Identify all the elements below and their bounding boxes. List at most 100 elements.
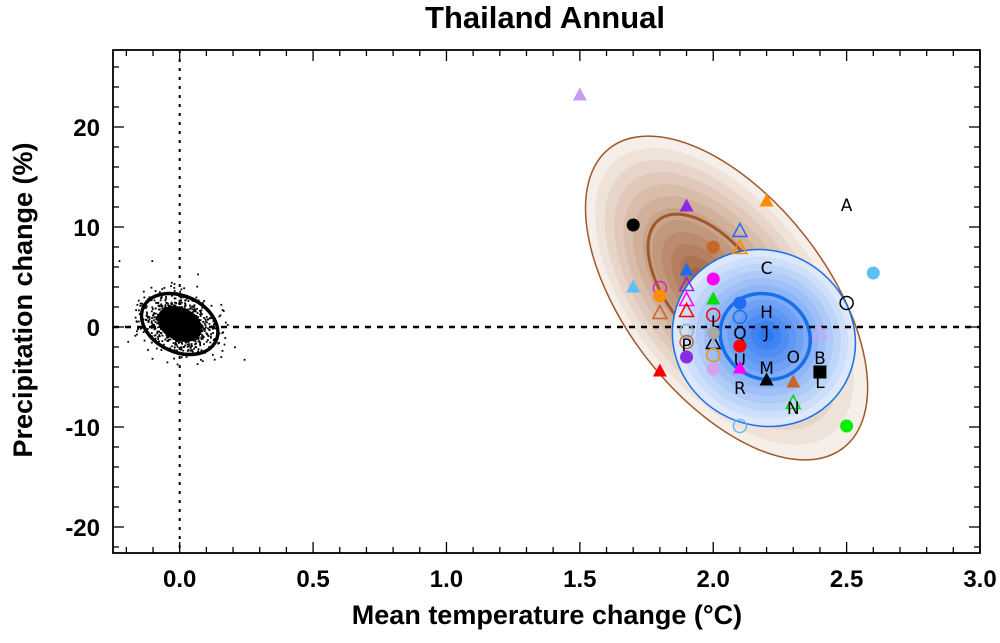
cloud-point (158, 291, 161, 294)
cloud-point (174, 301, 176, 304)
blue-distribution (671, 248, 857, 428)
cloud-point (208, 317, 211, 320)
cloud-point (197, 273, 199, 276)
cloud-point (165, 334, 168, 337)
cloud-point (176, 363, 179, 366)
cloud-point (170, 281, 173, 284)
cloud-point (171, 294, 173, 297)
cloud-point (193, 347, 195, 350)
cloud-point (226, 324, 229, 326)
circle-marker (706, 272, 720, 286)
y-axis-label: Precipitation change (%) (8, 142, 38, 457)
cloud-point (207, 318, 210, 321)
triangle-marker (678, 290, 695, 307)
cloud-point (147, 319, 150, 322)
cloud-point (170, 301, 173, 304)
cloud-point (175, 302, 178, 304)
circle-marker (706, 362, 720, 376)
cloud-inner-contour (157, 306, 203, 342)
cloud-point (208, 328, 211, 331)
cloud-point (166, 335, 169, 338)
cloud-point (150, 299, 153, 302)
cloud-point (142, 290, 145, 293)
cloud-point (224, 337, 227, 340)
cloud-point (161, 340, 164, 343)
cloud-point (177, 340, 180, 343)
cloud-point (202, 321, 205, 323)
cloud-point (194, 310, 197, 313)
cloud-point (151, 308, 154, 311)
cloud-point (224, 321, 227, 324)
circle-marker (706, 240, 720, 254)
cloud-point (160, 303, 163, 306)
circle-marker (680, 350, 694, 364)
outer-contour-line (671, 248, 857, 428)
cloud-point (146, 312, 149, 315)
density-contour (758, 327, 774, 343)
cloud-point (212, 332, 214, 334)
cloud-point (200, 349, 203, 352)
circle-marker (705, 347, 721, 363)
cloud-point (155, 318, 158, 321)
cloud-point (194, 340, 197, 343)
circle-marker (626, 218, 640, 232)
cloud-point (183, 287, 186, 290)
cloud-point (152, 319, 155, 322)
cloud-point (220, 303, 223, 306)
circle-marker (679, 334, 694, 350)
cloud-point (179, 296, 182, 299)
letter-marker: M (759, 359, 774, 379)
cloud-point (150, 320, 153, 323)
cloud-point (141, 302, 143, 305)
cloud-point (154, 325, 157, 328)
cloud-point (157, 336, 160, 338)
cloud-point (159, 304, 162, 307)
letter-marker: C (761, 259, 773, 279)
cloud-point (200, 338, 203, 340)
cloud-point (167, 340, 169, 342)
cloud-point (159, 299, 162, 302)
cloud-point (143, 339, 146, 342)
chart-title: Thailand Annual (425, 0, 665, 35)
cloud-point (203, 330, 206, 333)
cloud-point (158, 334, 161, 337)
cloud-point (196, 363, 199, 366)
cloud-point (135, 309, 137, 312)
cloud-point (135, 320, 138, 323)
circle-marker (840, 419, 854, 433)
cloud-point (164, 299, 167, 302)
cloud-point (157, 313, 159, 316)
letter-marker: H (760, 303, 773, 323)
circle-marker (866, 266, 880, 280)
triangle-marker (679, 262, 694, 276)
cloud-point (186, 350, 189, 352)
circle-marker (732, 418, 748, 434)
cloud-point (195, 346, 198, 349)
cloud-point (147, 348, 149, 351)
cloud-point (155, 316, 157, 319)
cloud-point (217, 342, 220, 345)
cloud-point (203, 328, 206, 330)
cloud-point (161, 334, 164, 337)
x-tick-label: 2.0 (697, 566, 730, 593)
cloud-point (197, 338, 200, 340)
cloud-point (205, 340, 208, 343)
cloud-point (173, 357, 175, 360)
triangle-marker (759, 193, 774, 207)
cloud-point (206, 333, 208, 335)
cloud-point (151, 317, 153, 319)
cloud-point (158, 340, 160, 343)
cloud-point (207, 335, 210, 338)
cloud-point (154, 326, 156, 329)
cloud-point (174, 343, 177, 346)
x-tick-label: 0.0 (163, 566, 196, 593)
cloud-point (173, 297, 176, 300)
cloud-point (211, 353, 214, 356)
cloud-point (118, 260, 121, 262)
cloud-point (163, 306, 166, 309)
cloud-point (193, 305, 196, 308)
letter-marker: B (814, 349, 826, 369)
triangle-marker (811, 323, 829, 340)
cloud-point (222, 310, 225, 312)
